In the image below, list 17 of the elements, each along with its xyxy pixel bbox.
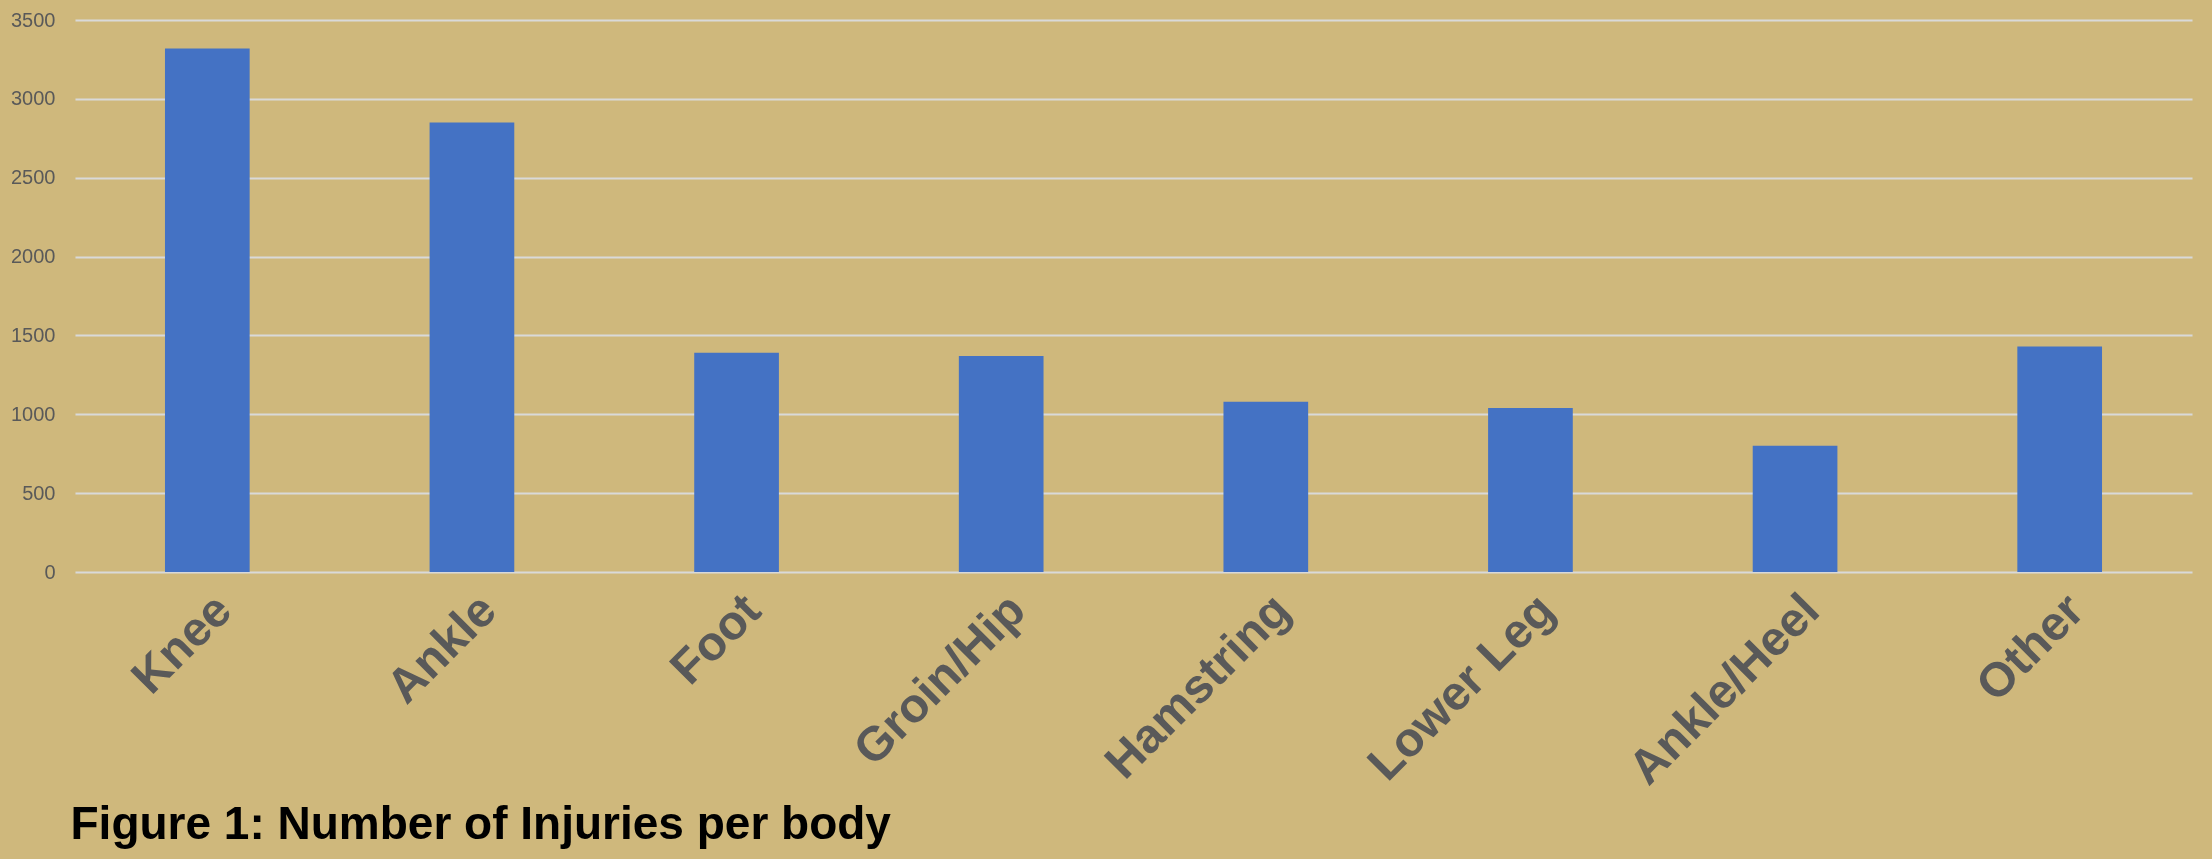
y-tick-label: 3500 bbox=[11, 8, 56, 31]
y-tick-label: 3000 bbox=[11, 87, 56, 110]
bar bbox=[2017, 346, 2103, 572]
y-tick-label: 1500 bbox=[11, 323, 56, 346]
y-tick-label: 1000 bbox=[11, 402, 56, 425]
bar bbox=[694, 352, 779, 572]
bar bbox=[958, 355, 1044, 572]
y-tick-label: 0 bbox=[44, 560, 56, 583]
y-tick-label: 2000 bbox=[11, 245, 56, 268]
text: Figure 1: Number of Injuries per body bbox=[70, 797, 892, 850]
bar bbox=[1223, 401, 1309, 572]
bar bbox=[429, 122, 515, 572]
bar bbox=[1752, 445, 1838, 572]
y-tick-label: 500 bbox=[22, 481, 56, 504]
bar bbox=[1488, 407, 1573, 572]
y-tick-label: 2500 bbox=[11, 166, 56, 189]
bar bbox=[164, 48, 250, 572]
